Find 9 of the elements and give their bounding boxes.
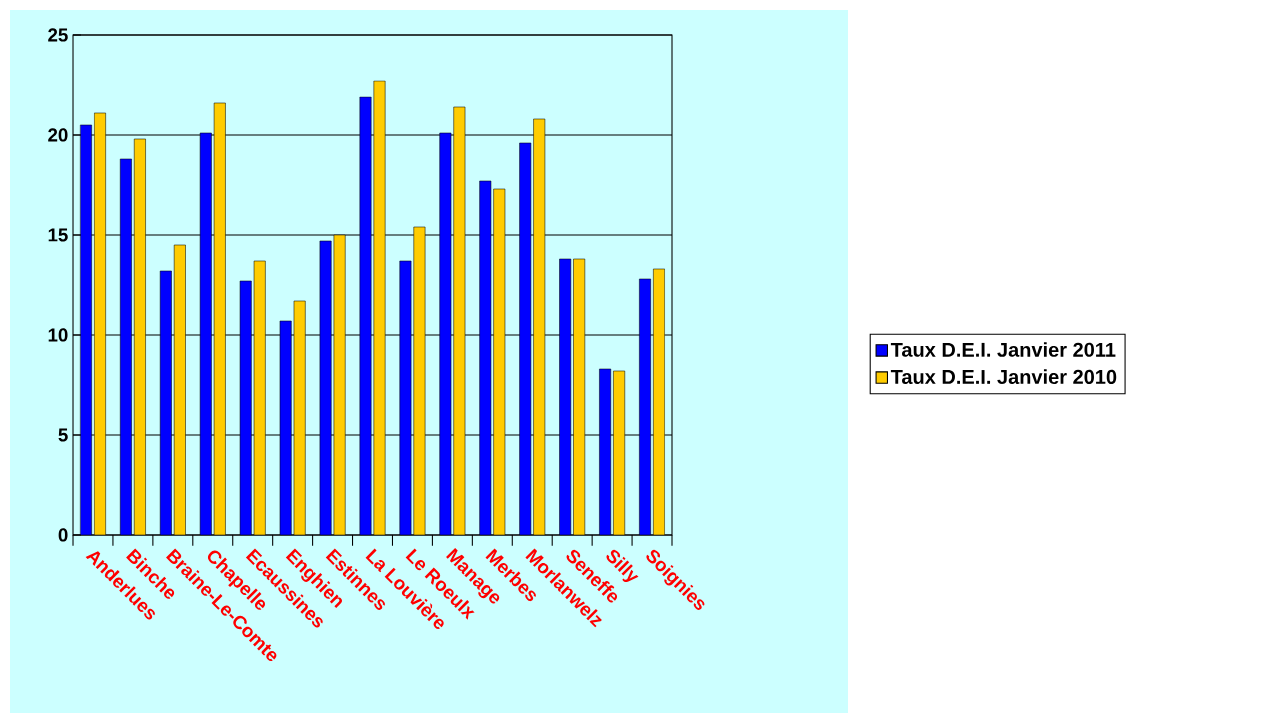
y-tick-label: 15	[48, 228, 68, 242]
y-tick-label: 10	[48, 328, 68, 342]
y-tick-label: 0	[58, 528, 68, 542]
y-tick-label: 5	[58, 428, 68, 442]
legend-label: Taux D.E.I. Janvier 2011	[890, 342, 1116, 357]
y-tick-label: 25	[48, 28, 68, 42]
y-tick-label: 20	[48, 128, 68, 142]
bar	[359, 96, 372, 535]
legend-label: Taux D.E.I. Janvier 2010	[890, 369, 1117, 384]
